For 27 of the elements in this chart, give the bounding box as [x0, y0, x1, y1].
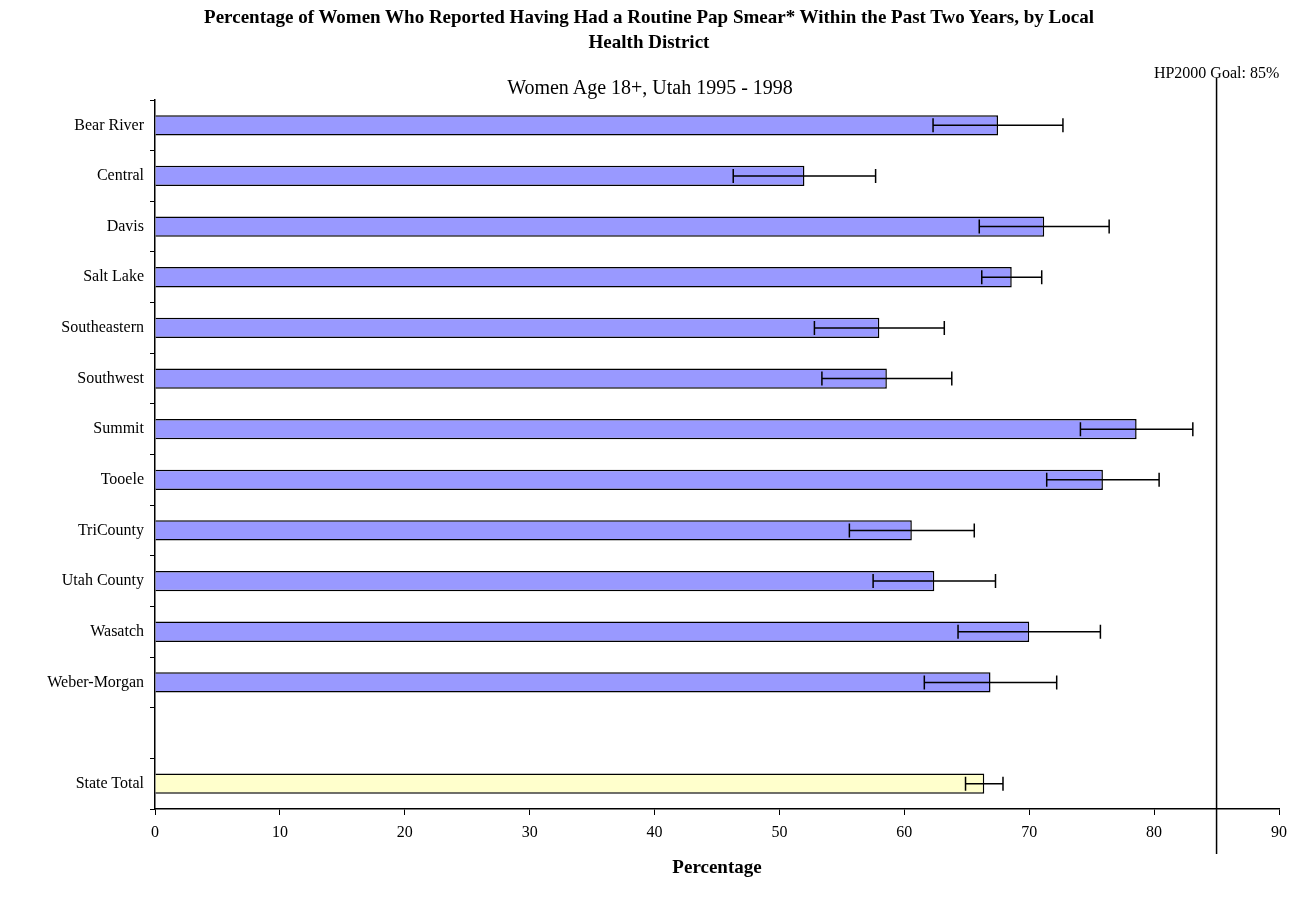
y-tick-label: Bear River	[74, 115, 145, 133]
y-tick-label: TriCounty	[77, 520, 144, 539]
y-tick-label: State Total	[75, 773, 145, 791]
y-tick-label: Salt Lake	[83, 267, 144, 285]
x-tick-label: 30	[521, 822, 538, 840]
x-tick-label: 10	[271, 822, 288, 840]
ref-line-label: HP2000 Goal: 85%	[1153, 64, 1280, 82]
x-tick-label: 40	[646, 822, 663, 840]
x-tick-label: 50	[771, 822, 788, 840]
y-tick-label: Weber-Morgan	[47, 672, 144, 691]
y-tick-label: Tooele	[100, 470, 144, 488]
y-tick-label: Summit	[93, 419, 145, 437]
x-tick-label: 70	[1021, 822, 1038, 840]
y-tick-label: Southwest	[77, 368, 145, 386]
y-tick-label: Southeastern	[61, 318, 144, 336]
x-tick-label: 80	[1146, 822, 1163, 840]
y-tick-label: Wasatch	[90, 621, 144, 639]
x-tick-label: 0	[151, 822, 159, 840]
chart-title: Percentage of Women Who Reported Having Had a Routine Pap Smear* Within the Past Two Years, by Local Health District	[203, 5, 1095, 54]
x-axis-title: Percentage	[672, 855, 762, 877]
y-tick-label: Utah County	[61, 571, 144, 590]
y-tick-label: Central	[96, 166, 145, 184]
chart-subtitle: Women Age 18+, Utah 1995 - 1998	[506, 76, 794, 99]
y-tick-label: Davis	[106, 216, 144, 234]
x-tick-label: 20	[396, 822, 413, 840]
x-tick-label: 60	[896, 822, 913, 840]
x-tick-label: 90	[1271, 822, 1287, 840]
